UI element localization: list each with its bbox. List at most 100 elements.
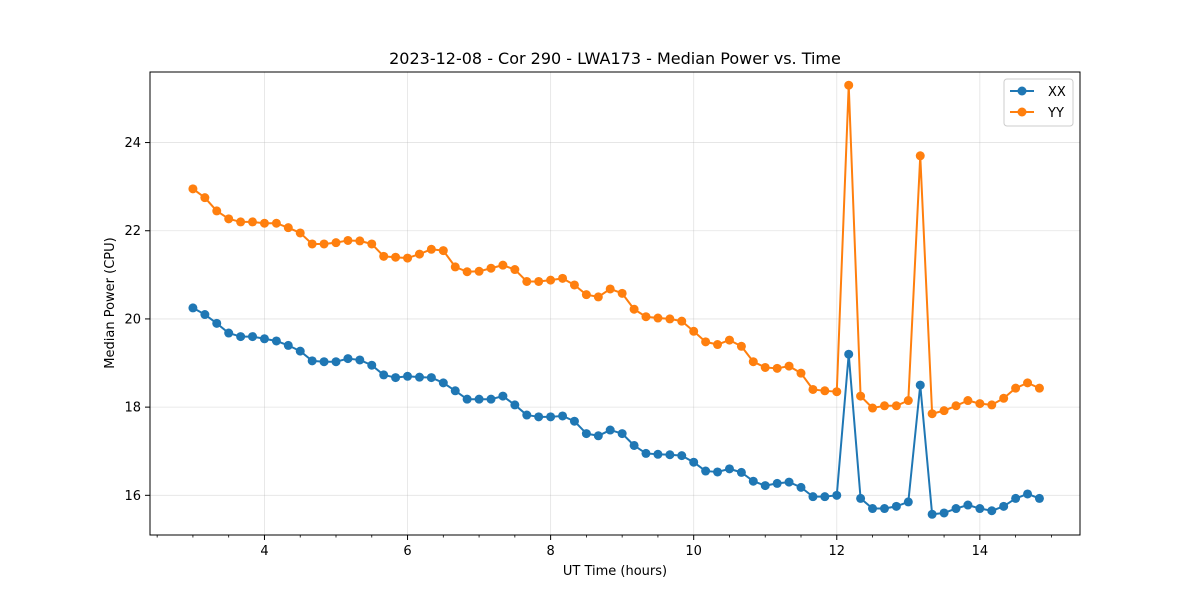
data-point-yy (593, 292, 603, 302)
data-point-xx (689, 457, 699, 467)
data-point-yy (796, 368, 806, 378)
data-point-yy (581, 290, 591, 300)
data-point-xx (951, 504, 961, 514)
data-point-xx (653, 449, 663, 459)
data-point-xx (319, 357, 329, 367)
data-point-yy (546, 275, 556, 285)
data-point-yy (844, 80, 854, 90)
data-point-xx (307, 356, 317, 366)
data-point-xx (891, 501, 901, 511)
y-tick-label: 20 (124, 312, 141, 327)
data-point-xx (248, 332, 258, 342)
data-point-yy (391, 252, 401, 262)
legend-label-yy: YY (1047, 106, 1064, 121)
data-point-yy (748, 357, 758, 367)
data-point-xx (641, 448, 651, 458)
x-tick-label: 10 (685, 544, 702, 559)
data-point-xx (939, 508, 949, 518)
data-point-yy (820, 386, 830, 396)
data-point-yy (236, 217, 246, 227)
data-point-xx (414, 372, 424, 382)
data-point-yy (307, 239, 317, 249)
data-point-xx (283, 340, 293, 350)
data-point-yy (605, 284, 615, 294)
data-point-yy (641, 312, 651, 322)
data-point-xx (987, 506, 997, 516)
data-point-yy (999, 393, 1009, 403)
data-point-xx (677, 451, 687, 461)
data-point-xx (534, 412, 544, 422)
data-point-xx (331, 357, 341, 367)
x-tick-label: 8 (546, 544, 554, 559)
data-point-xx (522, 410, 532, 420)
data-point-yy (808, 384, 818, 394)
data-point-yy (438, 246, 448, 256)
data-point-xx (796, 482, 806, 492)
data-point-yy (248, 217, 258, 227)
data-point-xx (1011, 493, 1021, 503)
data-point-yy (224, 214, 234, 224)
data-point-xx (617, 429, 627, 439)
data-point-xx (391, 373, 401, 383)
data-point-xx (486, 394, 496, 404)
axis-ticks: 4 6 8 10 12 14 16 18 20 22 24 (124, 136, 1052, 559)
data-point-yy (319, 239, 329, 249)
data-point-xx (1034, 493, 1044, 503)
legend-label-xx: XX (1048, 85, 1066, 100)
data-point-xx (963, 500, 973, 510)
data-point-yy (736, 341, 746, 351)
data-point-yy (498, 260, 508, 270)
data-point-yy (569, 280, 579, 290)
data-point-yy (426, 244, 436, 254)
data-point-yy (689, 326, 699, 336)
data-point-xx (510, 400, 520, 410)
data-point-yy (1023, 378, 1033, 388)
data-point-xx (856, 493, 866, 503)
data-point-yy (486, 263, 496, 273)
data-point-xx (403, 371, 413, 381)
series-layer (188, 80, 1044, 519)
data-point-xx (355, 355, 365, 365)
data-point-yy (331, 238, 341, 248)
data-point-yy (927, 409, 937, 419)
data-point-xx (784, 477, 794, 487)
data-point-yy (474, 266, 484, 276)
data-point-yy (379, 251, 389, 261)
data-point-xx (426, 373, 436, 383)
data-point-xx (808, 492, 818, 502)
data-point-yy (891, 401, 901, 411)
data-point-yy (868, 403, 878, 413)
data-point-yy (879, 401, 889, 411)
data-point-yy (856, 391, 866, 401)
data-point-yy (653, 313, 663, 323)
legend: XX YY (1003, 78, 1074, 127)
data-point-xx (271, 336, 281, 346)
data-point-yy (903, 396, 913, 406)
data-point-yy (414, 249, 424, 259)
x-axis-label: UT Time (hours) (563, 564, 667, 579)
data-point-xx (868, 504, 878, 514)
data-point-yy (975, 399, 985, 409)
y-tick-label: 22 (124, 224, 141, 239)
data-point-yy (963, 396, 973, 406)
data-point-yy (367, 239, 377, 249)
data-point-xx (724, 464, 734, 474)
data-point-yy (295, 228, 305, 238)
data-point-yy (677, 316, 687, 326)
data-point-yy (617, 288, 627, 298)
data-point-yy (701, 337, 711, 347)
x-tick-label: 6 (403, 544, 411, 559)
data-point-yy (212, 206, 222, 216)
data-point-yy (558, 273, 568, 283)
data-point-xx (760, 481, 770, 491)
data-point-xx (581, 429, 591, 439)
x-tick-label: 12 (828, 544, 845, 559)
y-tick-label: 24 (124, 136, 141, 151)
data-point-yy (1011, 383, 1021, 393)
data-point-xx (844, 349, 854, 359)
data-point-xx (629, 440, 639, 450)
data-point-yy (760, 362, 770, 372)
data-point-xx (450, 386, 460, 396)
data-point-yy (772, 363, 782, 373)
